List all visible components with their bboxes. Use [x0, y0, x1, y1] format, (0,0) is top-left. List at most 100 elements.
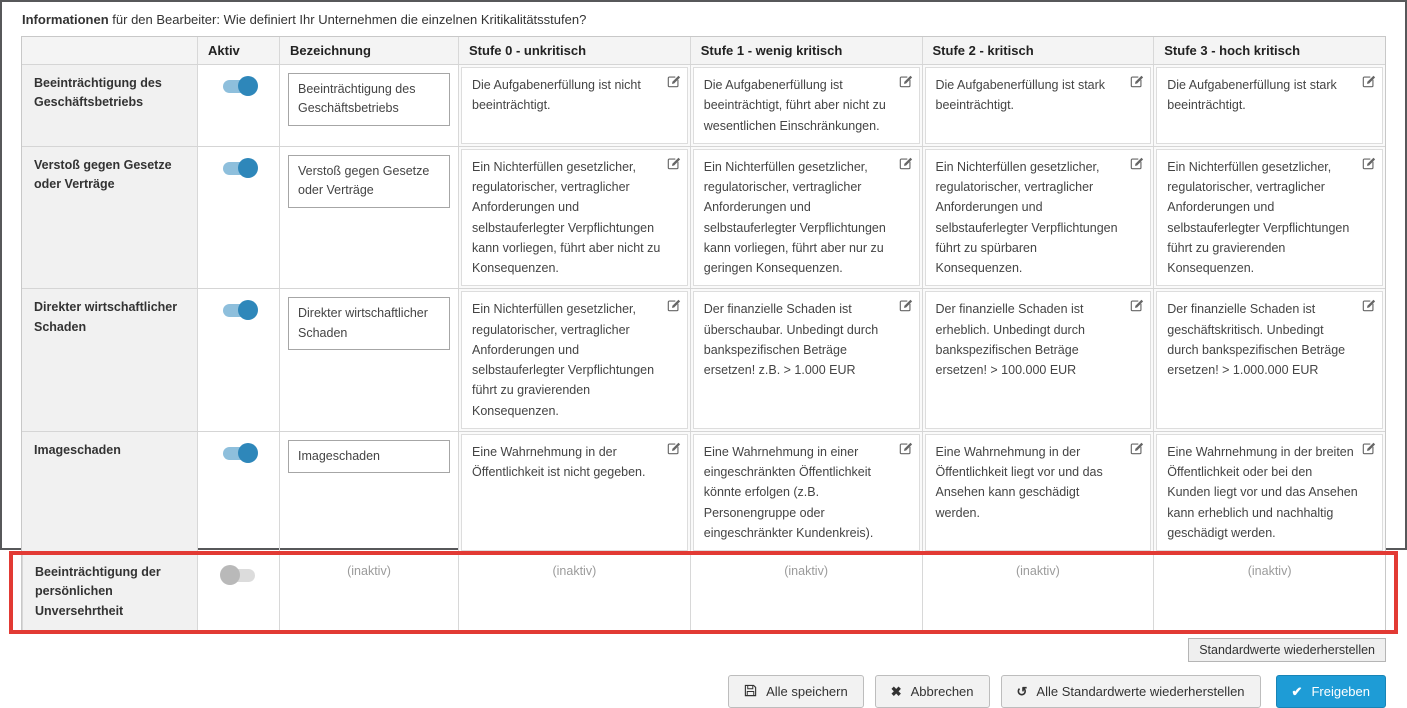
stufe1-cell: Eine Wahrnehmung in einer eingeschränkte…: [689, 431, 922, 553]
toggle-knob: [219, 565, 240, 585]
stufe3-textbox[interactable]: Ein Nichterfüllen gesetzlicher, regulato…: [1156, 148, 1383, 287]
edit-icon[interactable]: [667, 156, 681, 170]
stufe0-textbox[interactable]: Ein Nichterfüllen gesetzlicher, regulato…: [461, 148, 688, 287]
col-header-stufe1: Stufe 1 - wenig kritisch: [689, 37, 922, 64]
intro-bold: Informationen: [22, 12, 109, 27]
edit-icon[interactable]: [1362, 74, 1376, 88]
footer-actions: Alle speichern ✖ Abbrechen ↺ Alle Standa…: [21, 675, 1386, 708]
edit-icon[interactable]: [1362, 298, 1376, 312]
restore-defaults-button[interactable]: Standardwerte wiederherstellen: [1188, 638, 1386, 663]
aktiv-cell: [197, 431, 279, 553]
cancel-label: Abbrechen: [910, 684, 974, 700]
active-toggle-on[interactable]: [222, 442, 258, 463]
edit-icon[interactable]: [899, 156, 913, 170]
stufe1-textbox[interactable]: Der finanzielle Schaden ist überschaubar…: [692, 291, 920, 429]
release-button[interactable]: ✔ Freigeben: [1275, 675, 1386, 708]
table-row-persoenliche-unversehrtheit: Beeinträchtigung der persönlichen Unvers…: [9, 551, 1398, 635]
stufe-text: Die Aufgabenerfüllung ist beeinträchtigt…: [703, 78, 886, 133]
bezeichnung-input[interactable]: Verstoß gegen Gesetze oder Verträge: [288, 154, 450, 208]
stufe2-cell: Eine Wahrnehmung in der Öffentlichkeit l…: [921, 431, 1154, 553]
stufe0-textbox[interactable]: Ein Nichterfüllen gesetzlicher, regulato…: [461, 291, 688, 429]
bezeichnung-input[interactable]: Direkter wirtschaftlicher Schaden: [288, 297, 450, 350]
stufe2-textbox[interactable]: Ein Nichterfüllen gesetzlicher, regulato…: [924, 148, 1152, 287]
save-all-label: Alle speichern: [766, 684, 848, 700]
edit-icon[interactable]: [899, 74, 913, 88]
active-toggle-off[interactable]: [219, 565, 255, 585]
stufe0-cell: Die Aufgabenerfüllung ist nicht beeinträ…: [458, 65, 690, 146]
stufe0-cell: Ein Nichterfüllen gesetzlicher, regulato…: [458, 146, 690, 289]
editor-info-text: Informationen für den Bearbeiter: Wie de…: [22, 12, 1386, 27]
col-header-empty: [22, 37, 197, 64]
stufe-text: Ein Nichterfüllen gesetzlicher, regulato…: [472, 302, 655, 418]
stufe3-cell: Ein Nichterfüllen gesetzlicher, regulato…: [1153, 146, 1385, 289]
bezeichnung-input[interactable]: Imageschaden: [288, 439, 450, 474]
row-actions: Standardwerte wiederherstellen: [21, 638, 1386, 663]
active-toggle-on[interactable]: [222, 300, 258, 321]
stufe3-textbox[interactable]: Eine Wahrnehmung in der breiten Öffentli…: [1156, 433, 1383, 551]
undo-icon: ↺: [1016, 684, 1028, 700]
edit-icon[interactable]: [899, 441, 913, 455]
stufe1-textbox[interactable]: Die Aufgabenerfüllung ist beeinträchtigt…: [692, 67, 920, 144]
stufe2-cell: Ein Nichterfüllen gesetzlicher, regulato…: [921, 146, 1154, 289]
table-row-geschaeftsbetrieb: Beeinträchtigung des Geschäftsbetriebs B…: [22, 64, 1385, 146]
bezeichnung-input[interactable]: Beeinträchtigung des Geschäftsbetriebs: [288, 73, 450, 126]
edit-icon[interactable]: [1130, 74, 1144, 88]
toggle-knob: [237, 157, 258, 178]
bezeichnung-cell: Verstoß gegen Gesetze oder Verträge: [279, 146, 458, 289]
stufe1-textbox[interactable]: Ein Nichterfüllen gesetzlicher, regulato…: [692, 148, 920, 287]
edit-icon[interactable]: [1130, 156, 1144, 170]
stufe-text: Ein Nichterfüllen gesetzlicher, regulato…: [1167, 159, 1350, 275]
bezeichnung-cell: Direkter wirtschaftlicher Schaden: [279, 289, 458, 431]
edit-icon[interactable]: [1130, 298, 1144, 312]
edit-icon[interactable]: [899, 298, 913, 312]
stufe2-cell: Die Aufgabenerfüllung ist stark beeinträ…: [921, 65, 1154, 146]
stufe2-textbox[interactable]: Eine Wahrnehmung in der Öffentlichkeit l…: [924, 433, 1152, 551]
stufe3-cell: Eine Wahrnehmung in der breiten Öffentli…: [1153, 431, 1385, 553]
toggle-knob: [237, 442, 258, 463]
col-header-stufe2: Stufe 2 - kritisch: [921, 37, 1154, 64]
row-label: Verstoß gegen Gesetze oder Verträge: [22, 146, 197, 289]
col-header-stufe0: Stufe 0 - unkritisch: [458, 37, 690, 64]
stufe-text: Eine Wahrnehmung in einer eingeschränkte…: [703, 444, 874, 540]
stufe-text: Eine Wahrnehmung in der Öffentlichkeit i…: [472, 444, 646, 479]
aktiv-cell: [197, 289, 279, 431]
edit-icon[interactable]: [1130, 441, 1144, 455]
toggle-knob: [237, 300, 258, 321]
row-label: Beeinträchtigung der persönlichen Unvers…: [22, 554, 197, 631]
bezeichnung-inaktiv: (inaktiv): [279, 554, 458, 631]
edit-icon[interactable]: [1362, 156, 1376, 170]
stufe3-cell: Die Aufgabenerfüllung ist stark beeinträ…: [1153, 65, 1385, 146]
intro-rest: für den Bearbeiter: Wie definiert Ihr Un…: [108, 12, 587, 27]
edit-icon[interactable]: [667, 74, 681, 88]
table-header-row: Aktiv Bezeichnung Stufe 0 - unkritisch S…: [22, 37, 1385, 64]
edit-icon[interactable]: [1362, 441, 1376, 455]
col-header-aktiv: Aktiv: [197, 37, 279, 64]
stufe2-textbox[interactable]: Der finanzielle Schaden ist erheblich. U…: [924, 291, 1152, 429]
stufe0-cell: Ein Nichterfüllen gesetzlicher, regulato…: [458, 289, 690, 431]
aktiv-cell: [197, 65, 279, 146]
restore-all-defaults-button[interactable]: ↺ Alle Standardwerte wiederherstellen: [1000, 675, 1261, 708]
stufe3-textbox[interactable]: Der finanzielle Schaden ist geschäftskri…: [1156, 291, 1383, 429]
aktiv-cell: [197, 146, 279, 289]
table-row-wirtschaftlicher-schaden: Direkter wirtschaftlicher Schaden Direkt…: [22, 288, 1385, 431]
stufe1-cell: Die Aufgabenerfüllung ist beeinträchtigt…: [689, 65, 922, 146]
stufe3-textbox[interactable]: Die Aufgabenerfüllung ist stark beeinträ…: [1156, 67, 1383, 144]
row-label: Beeinträchtigung des Geschäftsbetriebs: [22, 65, 197, 146]
release-label: Freigeben: [1311, 684, 1370, 700]
stufe0-inaktiv: (inaktiv): [458, 554, 690, 631]
stufe2-textbox[interactable]: Die Aufgabenerfüllung ist stark beeinträ…: [924, 67, 1152, 144]
save-all-button[interactable]: Alle speichern: [728, 675, 864, 708]
active-toggle-on[interactable]: [222, 76, 258, 96]
toggle-knob: [237, 76, 258, 96]
stufe2-cell: Der finanzielle Schaden ist erheblich. U…: [921, 289, 1154, 431]
cancel-button[interactable]: ✖ Abbrechen: [874, 675, 990, 708]
stufe1-textbox[interactable]: Eine Wahrnehmung in einer eingeschränkte…: [692, 433, 920, 551]
stufe0-textbox[interactable]: Die Aufgabenerfüllung ist nicht beeinträ…: [461, 67, 688, 144]
edit-icon[interactable]: [667, 298, 681, 312]
table-row-imageschaden: Imageschaden Imageschaden Eine Wahrnehmu…: [22, 430, 1385, 553]
aktiv-cell: [197, 554, 279, 631]
stufe0-textbox[interactable]: Eine Wahrnehmung in der Öffentlichkeit i…: [461, 433, 688, 551]
edit-icon[interactable]: [667, 441, 681, 455]
active-toggle-on[interactable]: [222, 157, 258, 178]
